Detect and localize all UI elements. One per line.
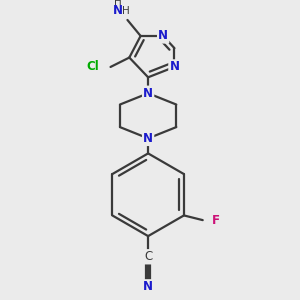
Text: N: N: [143, 280, 153, 293]
Text: N: N: [143, 87, 153, 100]
Text: F: F: [212, 214, 220, 226]
Text: N: N: [143, 132, 153, 145]
Text: C: C: [144, 250, 152, 263]
Text: N: N: [158, 29, 168, 42]
Text: N: N: [113, 4, 123, 17]
Text: Cl: Cl: [86, 61, 99, 74]
Text: N: N: [169, 61, 179, 74]
Text: H: H: [114, 0, 122, 7]
Text: H: H: [122, 6, 129, 16]
